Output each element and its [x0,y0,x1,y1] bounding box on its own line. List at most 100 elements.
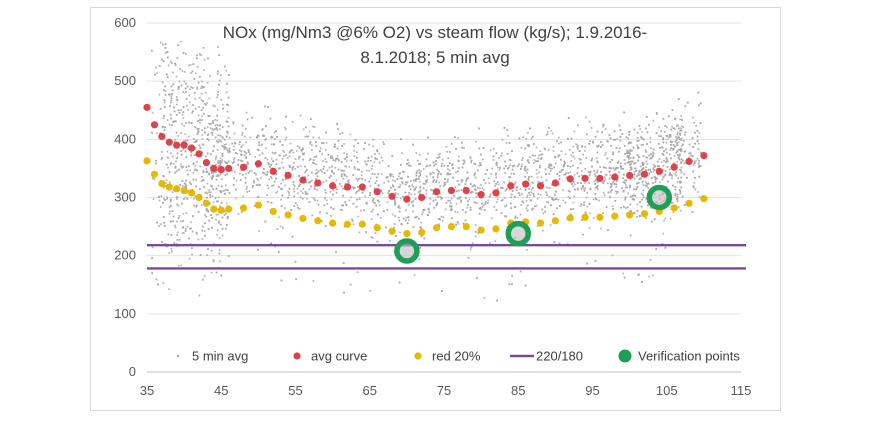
scatter-point [354,139,357,141]
scatter-point [679,180,681,183]
scatter-point [605,174,608,176]
scatter-point [592,198,595,201]
scatter-point [211,195,214,197]
scatter-point [642,189,645,192]
scatter-point [184,230,187,232]
scatter-point [486,202,489,204]
x-tick-label: 35 [140,383,154,398]
scatter-point [371,173,374,175]
scatter-point [226,132,229,135]
scatter-point [377,213,379,216]
scatter-point [410,201,413,204]
scatter-point [602,125,604,128]
scatter-point [625,179,627,182]
scatter-point [293,190,296,193]
legend-verification-points: Verification points [618,349,740,364]
scatter-point [477,187,479,189]
scatter-point [380,189,383,192]
scatter-point [246,191,248,193]
scatter-point [463,161,466,164]
scatter-point [414,188,416,190]
scatter-point [165,163,168,166]
scatter-point [624,207,627,209]
scatter-point [672,148,675,150]
scatter-point [201,176,203,178]
scatter-point [205,103,207,106]
scatter-point [190,221,192,224]
scatter-point [450,197,453,200]
scatter-point [322,142,325,144]
scatter-point [200,204,203,206]
scatter-point [558,175,561,177]
scatter-point [331,165,333,168]
scatter-point [645,151,647,153]
scatter-point [620,166,622,168]
scatter-point [330,215,332,217]
scatter-point [479,184,482,186]
scatter-point [219,128,221,131]
scatter-point [427,214,429,216]
scatter-point [369,177,372,180]
scatter-point [551,198,554,200]
scatter-point [170,162,172,164]
red-20-point [462,222,470,231]
scatter-point [258,144,261,146]
scatter-point [233,148,235,151]
scatter-point [343,152,345,154]
scatter-point [462,222,465,225]
scatter-point [554,162,557,165]
scatter-point [579,205,582,207]
scatter-point [212,150,214,152]
scatter-point [590,159,593,162]
scatter-point [186,139,189,142]
scatter-point [205,168,208,170]
scatter-point [319,211,321,214]
scatter-point [444,181,447,184]
scatter-point [457,222,460,225]
scatter-point [282,179,284,181]
scatter-point [210,176,213,179]
scatter-point [564,162,566,164]
avg-curve-point [329,182,337,190]
scatter-point [387,180,390,183]
scatter-point [525,207,528,209]
scatter-point [592,141,594,144]
scatter-point [240,150,243,153]
scatter-point [649,136,652,139]
scatter-point [189,88,191,91]
scatter-point [474,172,477,175]
scatter-point [219,124,221,127]
scatter-point [358,168,360,171]
scatter-point [192,172,195,174]
red-20-point [611,212,619,220]
scatter-point [636,186,639,188]
scatter-point [495,183,497,185]
scatter-point [178,239,181,241]
scatter-point [202,107,204,109]
scatter-point [175,96,178,98]
scatter-point [690,154,692,157]
scatter-point [196,169,198,172]
scatter-point [640,144,643,146]
scatter-point [245,156,247,158]
scatter-point [451,164,453,167]
scatter-point [381,192,384,194]
scatter-point [499,166,501,169]
scatter-point [611,254,614,257]
scatter-point [166,150,169,153]
scatter-point [474,235,477,238]
scatter-point [186,104,188,107]
scatter-point [520,204,522,206]
scatter-point [484,202,487,205]
scatter-point [363,209,366,212]
scatter-point [185,98,188,100]
scatter-point [172,120,174,123]
scatter-point [273,184,275,187]
scatter-point [184,140,187,142]
scatter-point [455,224,457,226]
scatter-point [173,120,176,123]
scatter-point [169,60,172,63]
scatter-point [155,159,157,162]
scatter-point [304,165,306,168]
y-tick-label: 300 [114,190,136,205]
